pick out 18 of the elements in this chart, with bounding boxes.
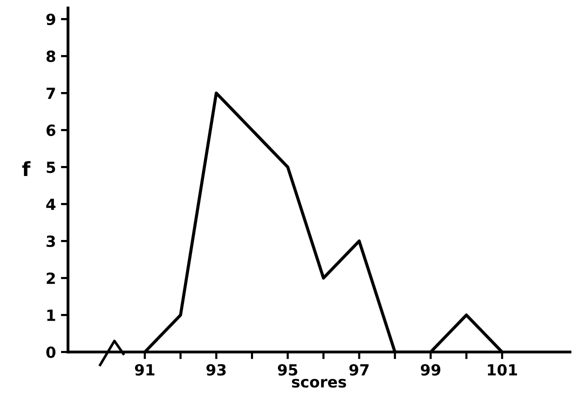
y-tick-label: 7 bbox=[46, 88, 55, 99]
y-tick-label: 6 bbox=[46, 124, 56, 136]
y-tick-label: 0 bbox=[46, 346, 56, 358]
y-tick-label: 1 bbox=[47, 310, 56, 321]
y-tick-label: 8 bbox=[46, 50, 56, 62]
x-tick-label: 95 bbox=[278, 364, 298, 376]
x-tick-label: 93 bbox=[206, 364, 226, 376]
y-axis-title: f bbox=[22, 161, 31, 176]
x-tick-label: 91 bbox=[134, 364, 154, 376]
y-tick-label: 2 bbox=[46, 272, 55, 284]
y-tick-label: 3 bbox=[46, 236, 55, 248]
x-tick-label: 97 bbox=[349, 364, 369, 376]
y-tick-label: 9 bbox=[46, 14, 56, 26]
x-tick-label: 101 bbox=[488, 364, 518, 376]
x-tick-label: 99 bbox=[420, 364, 440, 376]
y-tick-label: 5 bbox=[46, 162, 56, 174]
y-tick-label: 4 bbox=[46, 198, 56, 210]
x-axis-title: scores bbox=[292, 378, 346, 388]
